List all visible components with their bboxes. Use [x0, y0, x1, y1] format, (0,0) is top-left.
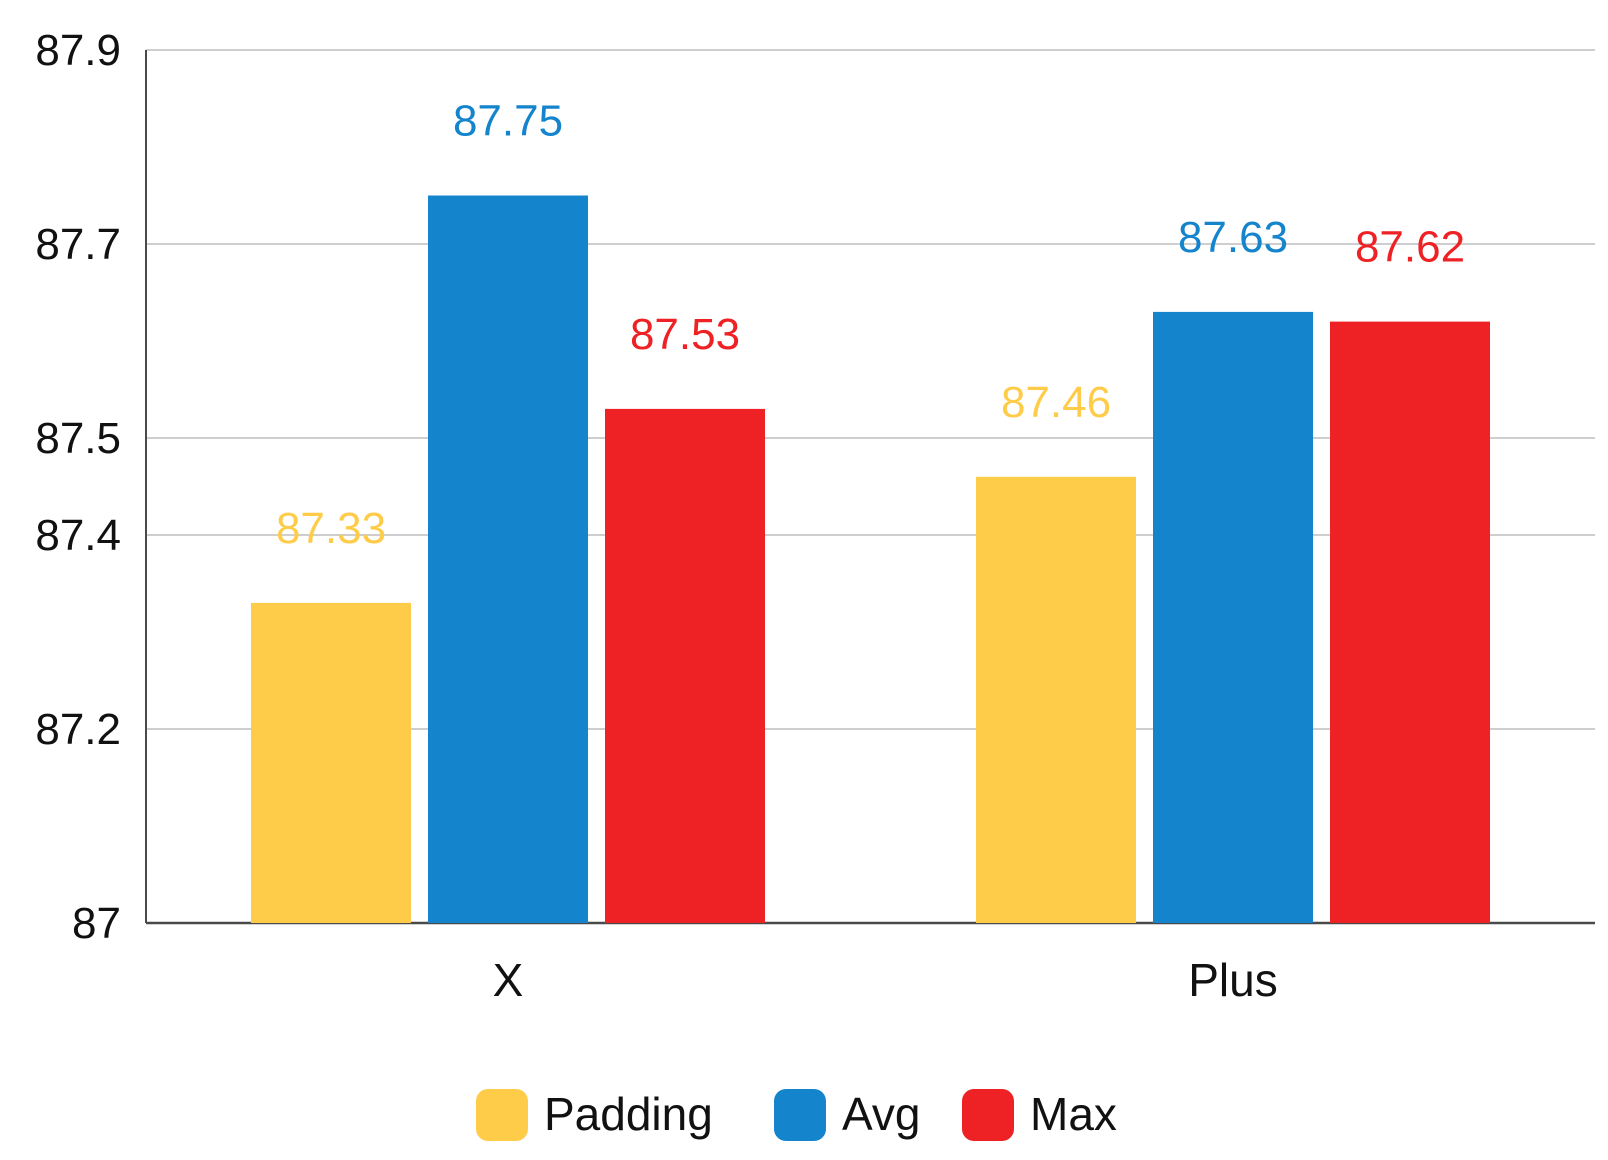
- legend-swatch-max: [962, 1089, 1014, 1141]
- y-tick-label: 87.2: [35, 705, 121, 754]
- legend-swatch-avg: [774, 1089, 826, 1141]
- value-label: 87.53: [630, 310, 740, 359]
- legend-label-avg: Avg: [842, 1088, 920, 1140]
- legend-swatch-padding: [476, 1089, 528, 1141]
- y-tick-label: 87.9: [35, 26, 121, 75]
- x-axis-categories: X Plus: [493, 954, 1278, 1006]
- y-tick-label: 87.5: [35, 414, 121, 463]
- y-tick-label: 87.7: [35, 220, 121, 269]
- bar-max-x: [605, 408, 765, 923]
- y-tick-label: 87: [72, 899, 121, 948]
- bar-padding-x: [251, 602, 411, 923]
- bar-avg-x: [428, 195, 588, 923]
- value-label: 87.75: [453, 97, 563, 146]
- x-category-label: Plus: [1188, 954, 1277, 1006]
- value-label: 87.46: [1001, 378, 1111, 427]
- value-label: 87.62: [1355, 223, 1465, 272]
- bar-max-plus: [1330, 321, 1490, 924]
- bar-padding-plus: [976, 476, 1136, 923]
- bars: [251, 195, 1490, 924]
- y-tick-label: 87.4: [35, 511, 121, 560]
- legend-label-padding: Padding: [544, 1088, 713, 1140]
- value-labels: 87.33 87.75 87.53 87.46 87.63 87.62: [276, 97, 1465, 553]
- value-label: 87.63: [1178, 213, 1288, 262]
- x-category-label: X: [493, 954, 524, 1006]
- y-axis-ticks: 87 87.2 87.4 87.5 87.7 87.9: [35, 26, 121, 948]
- legend-label-max: Max: [1030, 1088, 1117, 1140]
- bar-avg-plus: [1153, 311, 1313, 923]
- legend: Padding Avg Max: [476, 1088, 1117, 1141]
- value-label: 87.33: [276, 504, 386, 553]
